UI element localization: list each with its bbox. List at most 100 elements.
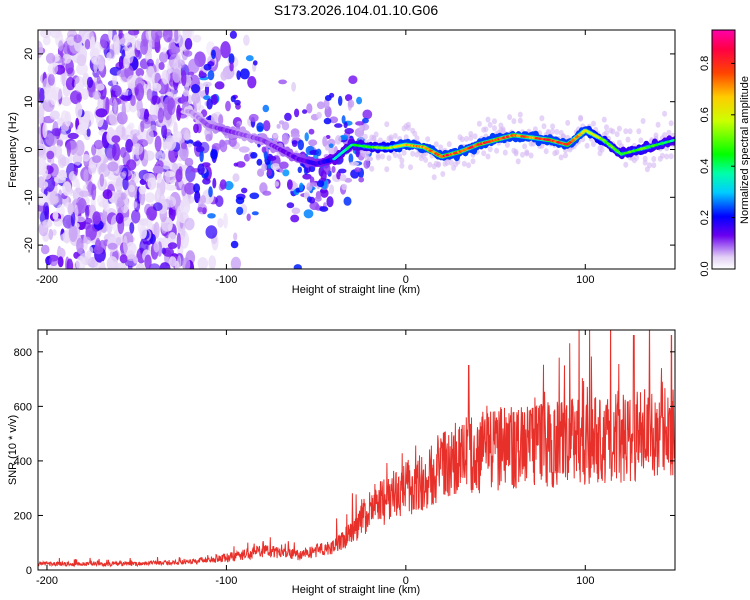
spectrogram-blob <box>183 30 195 40</box>
spectrogram-blob <box>73 34 82 44</box>
snr-panel: -200 -100 0 100 0 200 400 600 800 Height of str… <box>7 329 676 596</box>
snr-x-label: Height of straight line (km) <box>292 584 420 596</box>
spectrogram-blob <box>302 173 312 180</box>
colorbar-label: Normalized spectral amplitude <box>739 76 750 224</box>
spectrogram-marks <box>38 30 675 269</box>
spectrogram-blob <box>45 52 56 64</box>
spectrogram-blob <box>84 39 91 50</box>
spectrogram-blob <box>125 138 134 153</box>
spectrogram-blob <box>316 148 322 157</box>
spectrogram-blob <box>47 73 55 86</box>
spectrogram-blob <box>165 169 170 185</box>
spectrogram-blob <box>220 70 228 81</box>
snr-frame <box>37 329 676 571</box>
spectrogram-blob <box>146 88 153 101</box>
spectrogram-y-ticks: -20 -10 0 10 20 <box>23 48 675 253</box>
spectrogram-halo <box>446 141 452 148</box>
spectrogram-blob <box>115 212 124 224</box>
spectrogram-halo <box>427 161 433 168</box>
spectrogram-blob <box>40 244 50 255</box>
spectrogram-blob <box>319 206 329 212</box>
spectrogram-blob <box>180 142 188 150</box>
spectrogram-blob <box>167 97 176 116</box>
spectrogram-blob <box>163 30 173 43</box>
spectrogram-blob <box>84 236 91 245</box>
spectrogram-halo <box>636 128 642 135</box>
spectrogram-halo <box>543 148 549 155</box>
spectrogram-blob <box>53 176 66 184</box>
spectrogram-blob <box>229 30 237 39</box>
spectrogram-blob <box>135 263 145 269</box>
spectrogram-halo <box>487 146 493 153</box>
spectrogram-blob <box>147 177 157 190</box>
spectrogram-blob <box>247 76 257 89</box>
spectrogram-halo <box>565 119 571 126</box>
spectrogram-blob <box>355 121 365 126</box>
spectrogram-blob <box>75 102 83 119</box>
spectrogram-blob <box>239 68 250 80</box>
spectrogram-blob <box>208 186 213 198</box>
spectrogram-blob <box>121 217 133 227</box>
spectrogram-blob <box>60 96 72 107</box>
spectrogram-blob <box>57 256 64 268</box>
spectrogram-blob <box>42 219 53 228</box>
spectrogram-halo <box>431 174 437 181</box>
spectrogram-halo <box>399 162 405 169</box>
spectrogram-blob <box>295 187 301 193</box>
spectrogram-blob <box>344 177 353 183</box>
spectrogram-blob <box>291 81 296 92</box>
spectrogram-blob <box>187 71 195 76</box>
spectrogram-blob <box>143 150 155 161</box>
spectrogram-blob <box>172 130 182 143</box>
snr-y-tick-label: 800 <box>14 347 32 359</box>
spectrogram-blob <box>184 38 193 50</box>
spectrogram-blob <box>131 143 144 156</box>
spectrogram-halo <box>539 115 545 122</box>
spectrogram-blob <box>43 35 51 46</box>
spectrogram-blob <box>230 95 236 103</box>
spectrogram-halo <box>578 114 584 121</box>
spectrogram-blob <box>262 190 272 196</box>
spectrogram-halo <box>487 121 493 128</box>
colorbar <box>711 29 736 270</box>
spectrogram-blob <box>228 53 235 65</box>
spectrogram-blob <box>172 68 181 83</box>
spectrogram-halo <box>483 126 489 133</box>
spectrogram-halo <box>412 130 418 137</box>
spectrogram-halo <box>591 120 596 127</box>
spectrogram-blob <box>159 262 171 269</box>
spectrogram-halo <box>599 146 605 153</box>
spectrogram-blob <box>168 256 177 267</box>
spectrogram-blob <box>157 107 164 124</box>
spectrogram-blob <box>243 34 250 46</box>
spectrogram-blob <box>120 192 127 200</box>
spectrogram-blob <box>128 184 135 193</box>
colorbar-ticks: 0.0 0.2 0.4 0.6 0.8 <box>699 56 735 277</box>
spectrogram-blob <box>161 162 173 170</box>
spectrogram-blob <box>192 141 203 147</box>
spectrogram-blob <box>211 143 222 151</box>
spectrogram-blob <box>97 54 105 71</box>
spectrogram-blob <box>154 135 162 152</box>
spectrogram-blob <box>249 192 260 200</box>
spectrogram-blob <box>316 101 325 110</box>
spectrogram-blob <box>176 232 181 250</box>
spectrogram-blob <box>167 223 173 232</box>
spectrogram-blob <box>348 153 354 164</box>
spectrogram-blob <box>152 202 163 212</box>
spectrogram-x-tick-label: 0 <box>403 274 409 286</box>
spectrogram-halo <box>408 164 413 171</box>
spectrogram-blob <box>76 54 87 67</box>
spectrogram-blob <box>297 139 304 151</box>
spectrogram-halo <box>380 153 385 160</box>
spectrogram-halo <box>528 152 534 159</box>
spectrogram-blob <box>344 128 355 134</box>
spectrogram-blob <box>128 89 133 99</box>
spectrogram-blob <box>64 111 72 127</box>
spectrogram-blob <box>118 30 123 40</box>
spectrogram-blob <box>343 196 352 206</box>
spectrogram-halo <box>550 123 556 130</box>
spectrogram-blob <box>76 63 88 76</box>
spectrogram-blob <box>195 146 205 153</box>
